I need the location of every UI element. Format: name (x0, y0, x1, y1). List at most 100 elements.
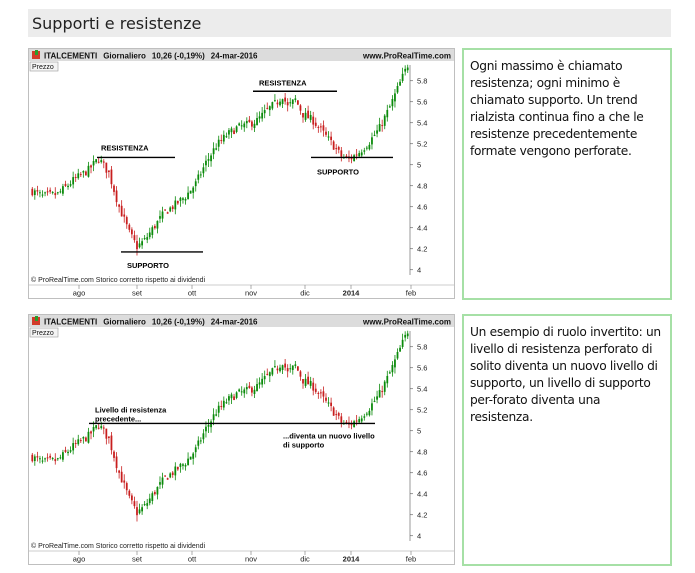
candle-body (386, 375, 389, 384)
candle-body (105, 162, 108, 173)
candle-body (248, 119, 251, 123)
candle-body (69, 450, 72, 452)
candle-body (368, 144, 371, 150)
chart-header (29, 315, 454, 327)
candle-body (251, 387, 253, 393)
candle-body (90, 165, 92, 168)
candle-body (141, 241, 143, 246)
candle-body (87, 165, 90, 177)
annotation-label: SUPPORTO (317, 167, 359, 176)
x-tick-label: 2014 (343, 555, 361, 564)
candle-body (220, 406, 223, 408)
candle-body (381, 391, 384, 393)
candle-body (39, 192, 41, 194)
candle-body (245, 387, 248, 390)
candle-body (399, 81, 401, 86)
candle-body (148, 498, 151, 504)
candle-body (49, 455, 52, 458)
note-text-1: Ogni massimo è chiamato resistenza; ogni… (470, 59, 644, 158)
candle-body (108, 170, 110, 172)
candle-body (207, 424, 210, 427)
candle-body (312, 382, 315, 391)
candle-body (176, 466, 179, 470)
x-tick-label: ott (188, 555, 197, 564)
candle-body (325, 397, 327, 401)
x-tick-label: set (132, 289, 143, 298)
candle-body (266, 373, 269, 375)
candle-body (85, 171, 87, 176)
candle-body (222, 134, 225, 142)
candle-body (97, 427, 100, 429)
candle-body (31, 188, 34, 196)
candle-body (335, 414, 338, 416)
candle-body (36, 190, 39, 192)
header-field: 10,26 (-0,19%) (152, 52, 205, 61)
candle-body (151, 493, 154, 501)
candle-body (286, 102, 289, 106)
candle-body (266, 107, 269, 109)
y-tick-label: 4.2 (417, 245, 427, 254)
candle-body (233, 130, 235, 135)
x-tick-label: feb (406, 555, 416, 564)
candle-body (113, 451, 115, 458)
annotation-label: Livello di resistenza precedente... (95, 405, 167, 423)
candle-body (358, 419, 361, 423)
candle-body (406, 333, 409, 337)
candle-body (225, 402, 228, 404)
candle-body (97, 161, 100, 163)
candle-body (307, 110, 310, 119)
candle-body (102, 161, 105, 163)
site-label: www.ProRealTime.com (362, 318, 451, 327)
candle-body (138, 509, 141, 514)
y-tick-label: 5.2 (417, 406, 427, 415)
candle-body (228, 396, 230, 401)
candle-body (171, 472, 174, 475)
candle-body (169, 207, 172, 212)
candlestick-chart: ITALCEMENTI Giornaliero 10,26 (-0,19%) 24-m… (29, 315, 454, 564)
candle-body (371, 403, 373, 411)
candle-body (169, 473, 172, 478)
x-tick-label: nov (245, 289, 257, 298)
candle-body (210, 421, 212, 428)
candle-body (258, 382, 261, 385)
y-tick-label: 5 (417, 161, 421, 170)
candle-body (243, 123, 246, 128)
candle-body (376, 130, 378, 134)
candle-body (289, 368, 292, 370)
candle-body (378, 124, 381, 132)
candle-body (74, 443, 77, 445)
candle-body (386, 109, 389, 118)
candle-body (404, 334, 407, 338)
candle-body (164, 475, 166, 477)
candle-body (220, 140, 223, 142)
y-tick-label: 4.8 (417, 182, 427, 191)
candle-body (299, 105, 302, 111)
candle-body (314, 388, 317, 392)
candle-body (184, 199, 187, 201)
candle-body (350, 424, 353, 426)
candle-body (194, 181, 197, 187)
candle-body (120, 471, 123, 483)
candle-body (263, 110, 266, 114)
candle-body (110, 169, 113, 185)
candle-body (309, 380, 312, 386)
candle-body (401, 73, 404, 81)
logo-icon-part (35, 316, 38, 321)
candle-body (332, 141, 335, 150)
candle-body (353, 155, 355, 161)
candle-body (156, 486, 159, 495)
annotation-label: SUPPORTO (127, 261, 169, 270)
candle-body (202, 433, 205, 440)
candle-body (388, 106, 391, 108)
candle-body (212, 414, 215, 421)
candle-body (72, 443, 75, 451)
candle-body (363, 150, 366, 152)
candles-group (31, 64, 409, 256)
x-tick-label: ott (188, 289, 197, 298)
candle-body (199, 174, 202, 176)
candle-body (156, 220, 159, 229)
candle-body (319, 126, 322, 128)
candle-body (394, 359, 396, 368)
candle-body (90, 431, 92, 434)
candle-body (302, 113, 304, 118)
